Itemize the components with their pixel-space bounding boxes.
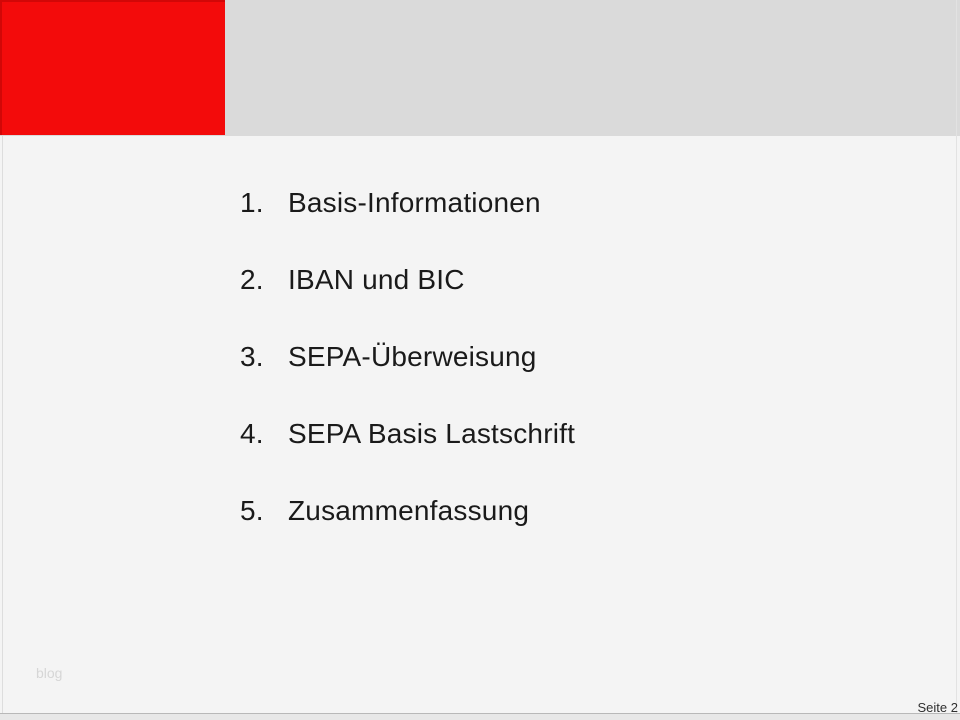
agenda-item: 1. Basis-Informationen [240, 164, 575, 241]
bottom-divider-line [0, 713, 960, 714]
slide-border-right [956, 0, 957, 713]
agenda-item-label: IBAN und BIC [288, 263, 465, 295]
agenda-item: 2. IBAN und BIC [240, 241, 575, 318]
agenda-item-number: 2. [240, 263, 264, 295]
agenda-item-label: Zusammenfassung [288, 494, 530, 526]
page-number: Seite 2 [917, 700, 958, 715]
red-accent-block [0, 0, 225, 135]
agenda-item: 3. SEPA-Überweisung [240, 318, 575, 395]
agenda-item-label: SEPA Basis Lastschrift [288, 417, 576, 449]
agenda-item: 5. Zusammenfassung [240, 472, 575, 549]
agenda-item-number: 5. [240, 494, 264, 526]
agenda-item-number: 1. [240, 186, 264, 218]
agenda-item-number: 4. [240, 417, 264, 449]
agenda-item-number: 3. [240, 340, 264, 372]
slide-border-left [2, 136, 3, 713]
bottom-edge-strip [0, 714, 960, 720]
watermark-text: blog [36, 665, 63, 681]
agenda-item-label: SEPA-Überweisung [288, 340, 537, 372]
agenda-item-label: Basis-Informationen [288, 186, 541, 218]
agenda-list: 1. Basis-Informationen 2. IBAN und BIC 3… [240, 164, 575, 549]
agenda-item: 4. SEPA Basis Lastschrift [240, 395, 575, 472]
